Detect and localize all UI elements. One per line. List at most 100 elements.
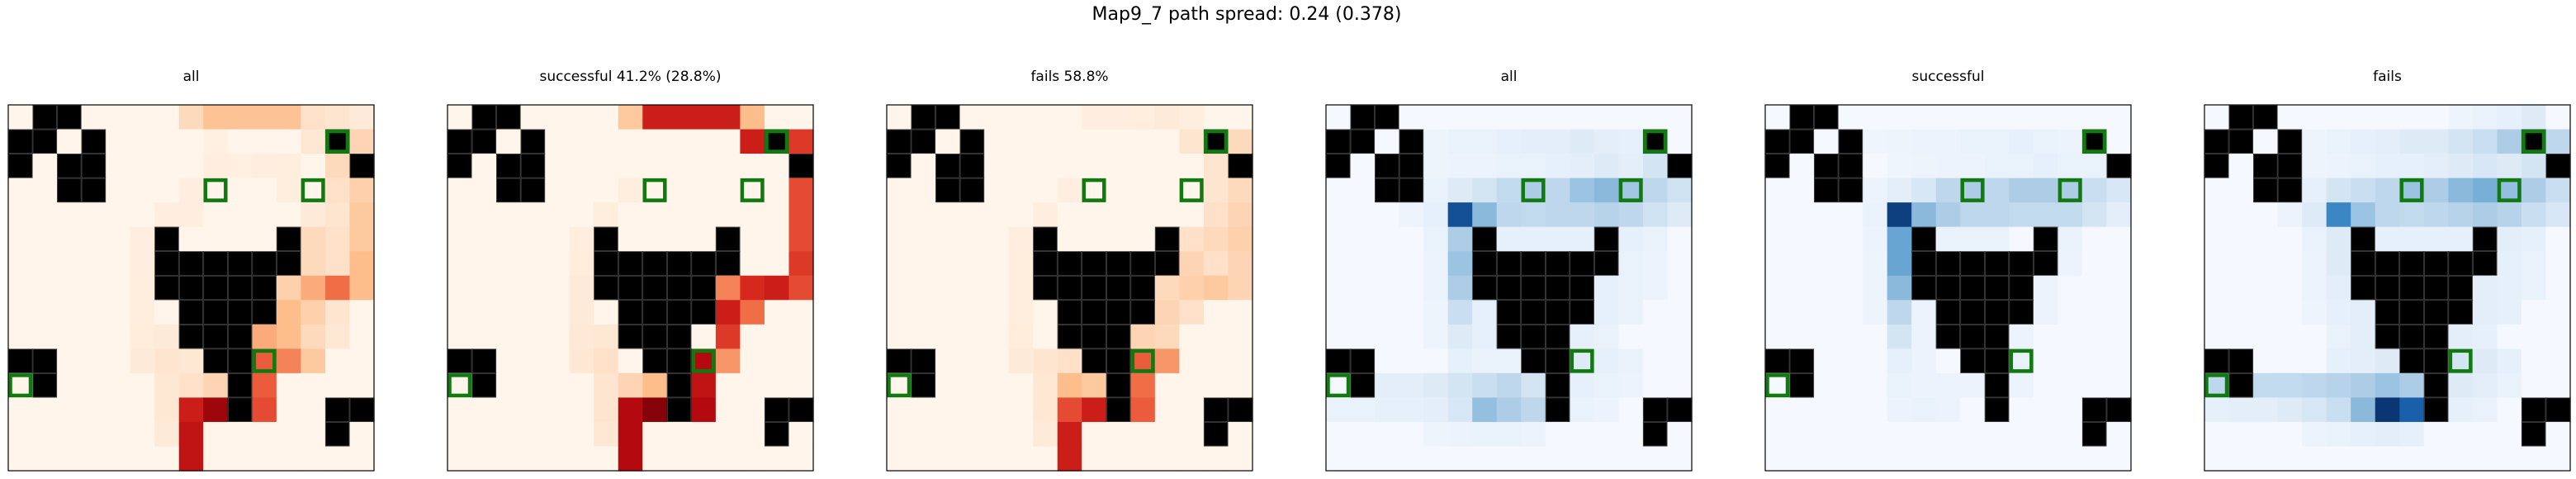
heat-cell — [1033, 421, 1058, 448]
heat-cell — [2399, 397, 2425, 423]
heat-cell — [1789, 397, 1815, 423]
heat-cell — [666, 421, 692, 448]
wall-cell — [1326, 129, 1352, 154]
heat-cell — [2521, 178, 2547, 203]
wall-cell-outline — [252, 251, 277, 276]
heat-cell — [2423, 154, 2449, 179]
heat-cell — [2399, 226, 2425, 252]
heat-cell — [32, 446, 58, 472]
wall-cell — [2228, 349, 2254, 374]
wall-cell — [2228, 129, 2254, 154]
heat-cell — [2057, 275, 2083, 301]
wall-cell — [2081, 421, 2108, 448]
heat-cell — [349, 349, 375, 374]
heat-cell — [2302, 202, 2327, 228]
wall-cell — [2375, 251, 2400, 277]
heat-cell — [1082, 105, 1107, 130]
heat-cell — [1838, 446, 1863, 472]
wall-cell-outline — [1057, 300, 1082, 325]
wall-cell — [1057, 324, 1082, 349]
heat-cell — [1130, 421, 1156, 448]
heat-cell — [2057, 397, 2083, 423]
heat-cell — [2253, 349, 2279, 374]
wall-cell — [324, 397, 351, 423]
heat-cell — [569, 421, 594, 448]
heat-cell — [1350, 251, 1376, 277]
heat-cell — [154, 154, 180, 179]
heat-cell — [788, 372, 814, 398]
heat-cell — [471, 226, 497, 252]
wall-cell — [471, 349, 497, 374]
wall-cell-outline — [1814, 154, 1839, 178]
heat-cell — [1789, 324, 1815, 349]
heat-cell — [2448, 421, 2474, 448]
heat-cell — [2253, 226, 2279, 252]
heat-cell — [2106, 300, 2132, 325]
heat-cell — [8, 421, 34, 448]
wall-cell-outline — [1838, 154, 1863, 178]
heat-cell — [2326, 202, 2351, 228]
heat-cell — [715, 300, 741, 325]
heat-cell — [1423, 154, 1449, 179]
wall-cell — [32, 129, 58, 154]
wall-cell — [471, 372, 497, 398]
heat-cell — [1423, 202, 1449, 228]
heat-cell — [1399, 251, 1424, 277]
heat-cell — [1203, 275, 1229, 301]
wall-cell-outline — [471, 373, 496, 398]
heat-cell — [1350, 421, 1376, 448]
heat-cell — [1618, 129, 1644, 154]
wall-cell-outline — [1521, 251, 1546, 276]
wall-cell — [1814, 105, 1840, 130]
panel-title: all — [1501, 69, 1518, 85]
heat-cell — [740, 105, 765, 130]
heat-cell — [496, 397, 522, 423]
heat-cell — [1203, 251, 1229, 277]
heat-cell — [1057, 397, 1082, 423]
heat-cell — [154, 349, 180, 374]
heat-cell — [1350, 202, 1376, 228]
wall-cell-outline — [1155, 226, 1180, 251]
heat-cell — [57, 421, 83, 448]
heat-cell — [520, 446, 546, 472]
wall-cell — [788, 397, 814, 423]
wall-cell-outline — [154, 251, 179, 276]
heat-cell — [252, 105, 277, 130]
wall-cell-outline — [1472, 251, 1497, 276]
wall-cell — [1521, 349, 1546, 374]
heat-cell — [1521, 226, 1546, 252]
wall-cell — [594, 251, 619, 277]
heat-cell — [203, 226, 229, 252]
heat-cell — [276, 421, 301, 448]
heat-cell — [618, 105, 643, 130]
wall-cell — [1472, 275, 1498, 301]
heat-cell — [2375, 397, 2400, 423]
heat-cell — [1496, 446, 1522, 472]
heat-cell — [1935, 202, 1961, 228]
heat-cell — [1960, 372, 1986, 398]
heat-cell — [1642, 202, 1669, 228]
heat-cell — [1326, 251, 1352, 277]
wall-cell-outline — [2375, 275, 2400, 301]
heat-cell — [1667, 129, 1693, 154]
heat-cell — [1179, 349, 1205, 374]
wall-cell — [1496, 300, 1522, 325]
heat-cell — [2521, 349, 2547, 374]
heat-cell — [1789, 251, 1815, 277]
heat-cell — [1082, 446, 1107, 472]
heat-cell — [594, 129, 619, 154]
heat-cell — [447, 178, 473, 203]
wall-cell — [1593, 226, 1619, 252]
heat-cell — [1033, 105, 1058, 130]
heat-cell — [2351, 300, 2376, 325]
heat-cell — [2448, 178, 2474, 203]
heat-cell — [1326, 421, 1352, 448]
wall-cell-outline — [57, 154, 82, 178]
heat-cell — [1496, 105, 1522, 130]
wall-cell — [447, 349, 473, 374]
heat-cell — [1911, 129, 1937, 154]
heat-cell — [1863, 178, 1888, 203]
heat-cell — [2106, 349, 2132, 374]
wall-cell — [2423, 275, 2449, 301]
heat-cell — [2375, 178, 2400, 203]
